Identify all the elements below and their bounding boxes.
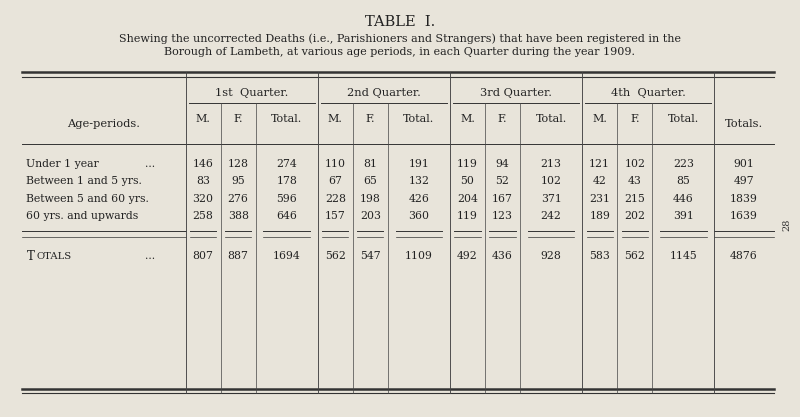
Text: Total.: Total. [271, 114, 302, 124]
Text: 60 yrs. and upwards: 60 yrs. and upwards [26, 211, 138, 221]
Text: F.: F. [366, 114, 375, 124]
Text: 228: 228 [325, 194, 346, 204]
Text: 391: 391 [673, 211, 694, 221]
Text: 1st  Quarter.: 1st Quarter. [215, 88, 288, 98]
Text: 215: 215 [624, 194, 645, 204]
Text: 67: 67 [328, 176, 342, 186]
Text: 492: 492 [457, 251, 478, 261]
Text: Total.: Total. [403, 114, 434, 124]
Text: 95: 95 [231, 176, 245, 186]
Text: Shewing the uncorrected Deaths (i.e., Parishioners and Strangers) that have been: Shewing the uncorrected Deaths (i.e., Pa… [119, 33, 681, 44]
Text: 157: 157 [325, 211, 346, 221]
Text: 928: 928 [541, 251, 562, 261]
Text: M.: M. [592, 114, 607, 124]
Text: 4876: 4876 [730, 251, 758, 261]
Text: 128: 128 [228, 159, 249, 169]
Text: 4th  Quarter.: 4th Quarter. [611, 88, 686, 98]
Text: 110: 110 [325, 159, 346, 169]
Text: 596: 596 [276, 194, 297, 204]
Text: 28: 28 [782, 219, 791, 231]
Text: 83: 83 [196, 176, 210, 186]
Text: 119: 119 [457, 159, 478, 169]
Text: 242: 242 [541, 211, 562, 221]
Text: 42: 42 [593, 176, 606, 186]
Text: 274: 274 [276, 159, 297, 169]
Text: 94: 94 [496, 159, 510, 169]
Text: Under 1 year: Under 1 year [26, 159, 99, 169]
Text: 583: 583 [590, 251, 610, 261]
Text: 123: 123 [492, 211, 513, 221]
Text: 426: 426 [409, 194, 430, 204]
Text: 887: 887 [228, 251, 249, 261]
Text: Borough of Lambeth, at various age periods, in each Quarter during the year 1909: Borough of Lambeth, at various age perio… [165, 47, 635, 57]
Text: 85: 85 [676, 176, 690, 186]
Text: 121: 121 [590, 159, 610, 169]
Text: 646: 646 [276, 211, 297, 221]
Text: 132: 132 [409, 176, 430, 186]
Text: 146: 146 [193, 159, 214, 169]
Text: 213: 213 [541, 159, 562, 169]
Text: Total.: Total. [668, 114, 699, 124]
Text: TABLE  I.: TABLE I. [365, 15, 435, 29]
Text: 901: 901 [734, 159, 754, 169]
Text: F.: F. [498, 114, 507, 124]
Text: 562: 562 [325, 251, 346, 261]
Text: 360: 360 [409, 211, 430, 221]
Text: 50: 50 [461, 176, 474, 186]
Text: Between 5 and 60 yrs.: Between 5 and 60 yrs. [26, 194, 150, 204]
Text: 198: 198 [360, 194, 381, 204]
Text: 203: 203 [360, 211, 381, 221]
Text: 204: 204 [457, 194, 478, 204]
Text: 223: 223 [673, 159, 694, 169]
Text: 81: 81 [363, 159, 378, 169]
Text: T: T [26, 250, 34, 263]
Text: 231: 231 [590, 194, 610, 204]
Text: Between 1 and 5 yrs.: Between 1 and 5 yrs. [26, 176, 142, 186]
Text: 562: 562 [624, 251, 645, 261]
Text: 1694: 1694 [273, 251, 301, 261]
Text: ...: ... [145, 159, 154, 169]
Text: Age-periods.: Age-periods. [67, 119, 141, 128]
Text: 497: 497 [734, 176, 754, 186]
Text: 43: 43 [628, 176, 642, 186]
Text: 167: 167 [492, 194, 513, 204]
Text: 371: 371 [541, 194, 562, 204]
Text: M.: M. [328, 114, 342, 124]
Text: F.: F. [234, 114, 243, 124]
Text: 1639: 1639 [730, 211, 758, 221]
Text: 2nd Quarter.: 2nd Quarter. [347, 88, 421, 98]
Text: Totals.: Totals. [725, 119, 763, 128]
Text: 52: 52 [496, 176, 510, 186]
Text: Total.: Total. [535, 114, 566, 124]
Text: M.: M. [196, 114, 210, 124]
Text: 191: 191 [409, 159, 430, 169]
Text: 202: 202 [624, 211, 646, 221]
Text: 102: 102 [624, 159, 646, 169]
Text: 547: 547 [360, 251, 381, 261]
Text: 65: 65 [363, 176, 378, 186]
Text: 388: 388 [228, 211, 249, 221]
Text: F.: F. [630, 114, 639, 124]
Text: 320: 320 [193, 194, 214, 204]
Text: 189: 189 [590, 211, 610, 221]
Text: 436: 436 [492, 251, 513, 261]
Text: 3rd Quarter.: 3rd Quarter. [480, 88, 552, 98]
Text: 178: 178 [276, 176, 297, 186]
Text: 446: 446 [673, 194, 694, 204]
Text: OTALS: OTALS [37, 252, 72, 261]
Text: ...: ... [145, 251, 154, 261]
Text: 119: 119 [457, 211, 478, 221]
Text: 1109: 1109 [405, 251, 433, 261]
Text: 276: 276 [228, 194, 249, 204]
Text: M.: M. [460, 114, 475, 124]
Text: 258: 258 [193, 211, 214, 221]
Text: 807: 807 [193, 251, 214, 261]
Text: 1839: 1839 [730, 194, 758, 204]
Text: 1145: 1145 [670, 251, 698, 261]
Text: 102: 102 [541, 176, 562, 186]
